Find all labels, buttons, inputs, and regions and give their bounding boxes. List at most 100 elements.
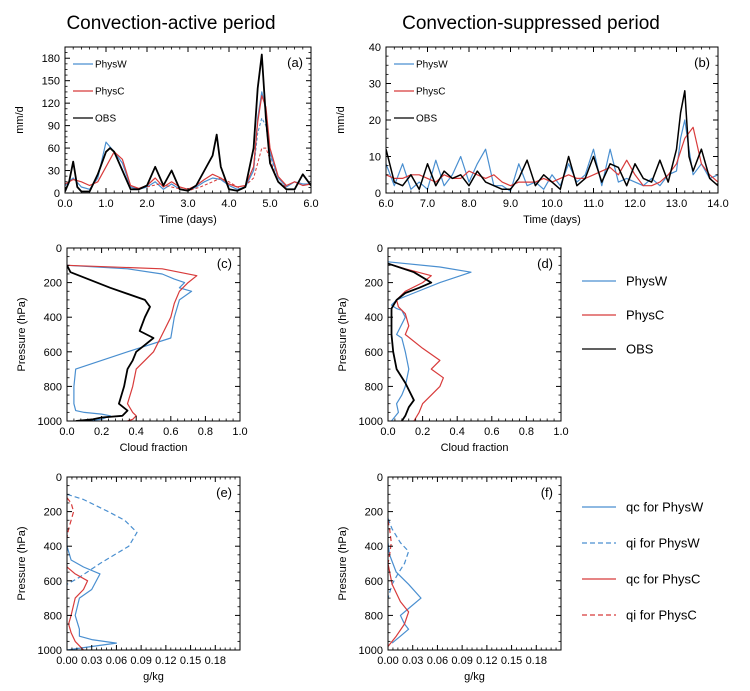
xtick-label-e: 0.09: [130, 655, 151, 667]
legend-cloud: PhysW PhysC OBS: [582, 274, 668, 357]
xtick-label-e: 0.00: [56, 655, 77, 667]
xtick-label-b: 10.0: [541, 198, 562, 210]
panel-tag-d: (d): [537, 256, 553, 271]
series-d-physw: [388, 261, 472, 421]
frame-d: [387, 247, 562, 422]
legend-label-a: PhysW: [95, 60, 127, 71]
series-d-obs: [388, 262, 433, 421]
series-c-physc: [67, 264, 198, 421]
panel-f: 0.00 0.03 0.06 0.09 0.12 0.15 0.18 0 200 400 600 80…: [337, 472, 562, 683]
xtick-label-d: 0.2: [415, 426, 430, 438]
series-c-physw: [67, 264, 193, 421]
xtick-label-e: 0.18: [205, 655, 226, 667]
series-group-e: [67, 493, 138, 650]
xtick-label-b: 9.0: [503, 198, 518, 210]
series-f-qc-for-physw: [388, 542, 422, 644]
ytick-label-f: 600: [365, 576, 383, 588]
xtick-label-e: 0.12: [155, 655, 176, 667]
ytick-label-b: 30: [369, 79, 381, 91]
xlabel-e: g/kg: [143, 671, 164, 683]
ytick-label-a: 150: [42, 76, 60, 88]
xtick-label-b: 7.0: [420, 198, 435, 210]
xtick-label-c: 0.4: [129, 426, 144, 438]
series-e-qi-for-physw: [67, 493, 138, 585]
xlabel-d: Cloud fraction: [441, 442, 509, 454]
xtick-label-f: 0.03: [402, 655, 423, 667]
panel-e: 0.00 0.03 0.06 0.09 0.12 0.15 0.18 0 200 400 600 80…: [16, 472, 241, 683]
xtick-label-a: 0.0: [57, 198, 72, 210]
xtick-label-d: 0.0: [380, 426, 395, 438]
series-group-d: [388, 261, 472, 421]
xtick-label-c: 0.0: [59, 426, 74, 438]
series-e-qc-for-physc: [67, 566, 89, 650]
legend-label-b: PhysW: [416, 60, 448, 71]
ytick-label-a: 120: [42, 98, 60, 110]
xtick-label-d: 0.4: [450, 426, 465, 438]
xtick-label-a: 4.0: [221, 198, 236, 210]
series-c-obs: [67, 264, 155, 421]
side-legend-label: qc for PhysW: [626, 500, 704, 515]
side-legend-label: qi for PhysC: [626, 608, 697, 623]
ytick-label-c: 200: [44, 278, 62, 290]
ytick-label-c: 600: [44, 347, 62, 359]
ytick-label-b: 40: [369, 42, 381, 54]
ytick-label-a: 60: [48, 143, 60, 155]
ytick-label-c: 1000: [38, 416, 62, 428]
series-a-line-1: [253, 117, 279, 179]
xtick-label-b: 12.0: [624, 198, 645, 210]
ylabel-b: mm/d: [335, 106, 347, 134]
ylabel-f: Pressure (hPa): [337, 527, 349, 601]
panel-tag-a: (a): [287, 55, 303, 70]
xlabel-b: Time (days): [523, 214, 581, 226]
panel-tag-e: (e): [216, 485, 232, 500]
side-legend-label: PhysC: [626, 308, 664, 323]
ytick-label-d: 600: [365, 347, 383, 359]
xtick-label-f: 0.12: [476, 655, 497, 667]
ytick-label-a: 180: [42, 53, 60, 65]
series-f-qi-for-physw: [388, 518, 410, 599]
xtick-label-e: 0.15: [180, 655, 201, 667]
xtick-label-a: 6.0: [303, 198, 318, 210]
xtick-label-f: 0.15: [501, 655, 522, 667]
ytick-label-e: 200: [44, 507, 62, 519]
xtick-label-c: 0.2: [94, 426, 109, 438]
ytick-label-b: 10: [369, 152, 381, 164]
series-b-physc: [386, 126, 718, 187]
panel-tag-b: (b): [694, 55, 710, 70]
ytick-label-e: 800: [44, 610, 62, 622]
xtick-label-a: 5.0: [262, 198, 277, 210]
ytick-label-d: 200: [365, 278, 383, 290]
series-a-physc: [65, 95, 311, 190]
series-group-f: [388, 518, 422, 647]
side-legend-label: qc for PhysC: [626, 572, 700, 587]
xtick-label-f: 0.06: [427, 655, 448, 667]
ytick-label-c: 0: [56, 243, 62, 255]
xtick-label-d: 0.6: [484, 426, 499, 438]
side-legend-label: qi for PhysW: [626, 536, 700, 551]
frame-f: [387, 476, 562, 651]
panel-d: 0.0 0.2 0.4 0.6 0.8 1.0 0 200 400 600 800 1000 Cloud…: [337, 243, 569, 454]
ytick-label-c: 400: [44, 312, 62, 324]
series-e-qc-for-physw: [67, 528, 118, 650]
panel-tag-f: (f): [541, 485, 553, 500]
panels: 0.0 1.0 2.0 3.0 4.0 5.0 6.00306090120150180Tim…: [14, 42, 729, 683]
ytick-label-f: 0: [377, 472, 383, 484]
xtick-label-b: 6.0: [378, 198, 393, 210]
legend-label-a: PhysC: [95, 87, 124, 98]
xtick-label-b: 11.0: [583, 198, 604, 210]
frame-c: [66, 247, 241, 422]
xtick-label-b: 14.0: [707, 198, 728, 210]
xlabel-f: g/kg: [464, 671, 485, 683]
xtick-label-c: 0.6: [163, 426, 178, 438]
frame-e: [66, 476, 241, 651]
side-legend-label: PhysW: [626, 274, 668, 289]
legend-label-b: OBS: [416, 114, 437, 125]
panel-b: 6.0 7.0 8.0 9.0 10.0 11.0 12.0 13.0 14.0 0 10 20 30 4…: [335, 42, 729, 226]
ylabel-d: Pressure (hPa): [337, 298, 349, 372]
ylabel-e: Pressure (hPa): [16, 527, 28, 601]
xlabel-c: Cloud fraction: [120, 442, 188, 454]
ylabel-c: Pressure (hPa): [16, 298, 28, 372]
panel-c: 0.0 0.2 0.4 0.6 0.8 1.0 0 200 400 600 800 1000 Cloud…: [16, 243, 248, 454]
series-f-qc-for-physc: [388, 563, 410, 647]
